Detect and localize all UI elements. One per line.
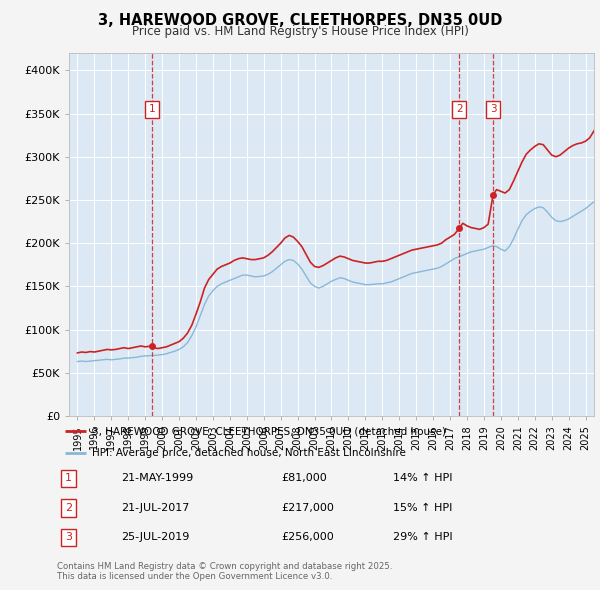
- Text: 3, HAREWOOD GROVE, CLEETHORPES, DN35 0UD (detached house): 3, HAREWOOD GROVE, CLEETHORPES, DN35 0UD…: [92, 427, 446, 436]
- Text: £256,000: £256,000: [281, 533, 334, 542]
- Text: 1: 1: [65, 474, 72, 483]
- Text: 29% ↑ HPI: 29% ↑ HPI: [394, 533, 453, 542]
- Text: 21-JUL-2017: 21-JUL-2017: [121, 503, 190, 513]
- Text: 2: 2: [456, 104, 463, 114]
- Text: 15% ↑ HPI: 15% ↑ HPI: [394, 503, 453, 513]
- Text: 1: 1: [148, 104, 155, 114]
- Text: 21-MAY-1999: 21-MAY-1999: [121, 474, 193, 483]
- Text: HPI: Average price, detached house, North East Lincolnshire: HPI: Average price, detached house, Nort…: [92, 448, 406, 457]
- Text: 14% ↑ HPI: 14% ↑ HPI: [394, 474, 453, 483]
- Text: 2: 2: [65, 503, 73, 513]
- Text: 25-JUL-2019: 25-JUL-2019: [121, 533, 190, 542]
- Text: £81,000: £81,000: [281, 474, 327, 483]
- Text: 3: 3: [65, 533, 72, 542]
- Text: Price paid vs. HM Land Registry's House Price Index (HPI): Price paid vs. HM Land Registry's House …: [131, 25, 469, 38]
- Text: £217,000: £217,000: [281, 503, 334, 513]
- Text: 3: 3: [490, 104, 496, 114]
- Text: Contains HM Land Registry data © Crown copyright and database right 2025.
This d: Contains HM Land Registry data © Crown c…: [57, 562, 392, 581]
- Text: 3, HAREWOOD GROVE, CLEETHORPES, DN35 0UD: 3, HAREWOOD GROVE, CLEETHORPES, DN35 0UD: [98, 13, 502, 28]
